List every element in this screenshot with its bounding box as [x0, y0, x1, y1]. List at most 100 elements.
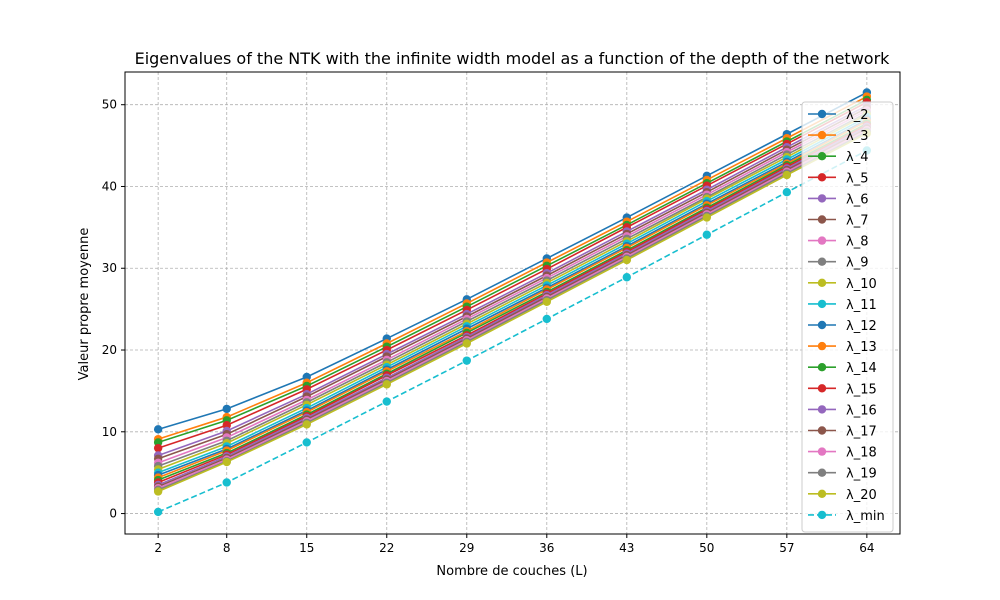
x-tick-label: 15: [299, 541, 314, 555]
legend-label: λ_17: [846, 425, 877, 440]
legend-marker: [817, 320, 827, 330]
legend-marker: [817, 257, 827, 266]
data-point: [153, 443, 163, 453]
data-point: [782, 170, 792, 180]
legend-label: λ_12: [846, 319, 877, 334]
data-point: [622, 273, 632, 282]
legend-marker: [817, 130, 827, 140]
chart-title: Eigenvalues of the NTK with the infinite…: [135, 49, 891, 68]
series-line: [157, 120, 868, 479]
plot-frame: [124, 71, 901, 535]
legend-marker: [817, 510, 827, 520]
x-tick-label: 2: [154, 541, 162, 555]
data-point: [702, 230, 712, 239]
series-line: [157, 99, 868, 444]
legend-label: λ_3: [846, 129, 868, 144]
y-tick-label: 30: [102, 261, 117, 275]
series-line: [157, 91, 868, 431]
legend-marker: [817, 215, 827, 224]
legend-marker: [817, 341, 827, 351]
series-line: [157, 130, 868, 491]
series-line: [157, 95, 868, 440]
legend-label: λ_19: [846, 467, 877, 482]
data-point: [462, 356, 471, 365]
series-line: [157, 113, 868, 471]
x-tick-label: 8: [223, 541, 231, 555]
legend-label: λ_14: [846, 361, 877, 376]
series-line: [157, 149, 868, 513]
legend-label: λ_10: [846, 277, 877, 292]
y-axis: 0 10 20 30 40 50: [102, 98, 125, 521]
series-line: [157, 124, 868, 484]
legend-box: [801, 101, 894, 533]
data-point: [782, 188, 792, 197]
x-tick-label: 64: [859, 541, 874, 555]
legend-marker: [817, 152, 827, 161]
legend-marker: [817, 405, 827, 414]
data-point: [382, 397, 391, 406]
x-axis-label: Nombre de couches (L): [436, 564, 587, 579]
legend-marker: [817, 173, 827, 182]
data-point: [542, 314, 551, 324]
legend-label: λ_8: [846, 235, 868, 250]
y-tick-label: 10: [102, 425, 117, 439]
series-line: [157, 132, 868, 493]
legend-label: λ_6: [846, 192, 868, 207]
legend-marker: [817, 384, 827, 393]
legend-label: λ_7: [846, 214, 868, 229]
data-point: [222, 457, 231, 467]
series-line: [157, 104, 868, 457]
legend-marker: [817, 278, 827, 287]
data-point: [153, 487, 163, 496]
legend-label: λ_18: [846, 446, 877, 461]
data-point: [462, 339, 471, 348]
legend-label: λ_min: [846, 509, 885, 524]
data-point: [222, 404, 231, 414]
legend: λ_2 λ_3 λ_4 λ_5 λ_6 λ_7 λ_8 λ_9 λ_10 λ_11 λ_12 λ_13…: [801, 101, 894, 533]
series-line: [157, 107, 868, 460]
legend-label: λ_15: [846, 382, 877, 397]
x-tick-label: 43: [619, 541, 634, 555]
legend-label: λ_20: [846, 488, 877, 503]
legend-marker: [817, 236, 827, 245]
x-tick-label: 57: [779, 541, 794, 555]
legend-label: λ_5: [846, 171, 868, 186]
legend-marker: [817, 299, 827, 309]
y-tick-label: 40: [102, 179, 117, 193]
legend-marker: [817, 447, 827, 456]
legend-label: λ_13: [846, 340, 877, 355]
data-point: [302, 420, 311, 429]
legend-marker: [817, 109, 827, 119]
series-line: [157, 118, 868, 476]
y-tick-label: 50: [102, 98, 117, 112]
x-tick-label: 22: [379, 541, 394, 555]
y-axis-label: Valeur propre moyenne: [77, 228, 92, 381]
data-point: [302, 438, 311, 447]
x-tick-label: 36: [539, 541, 554, 555]
data-point: [382, 380, 391, 389]
series-line: [157, 116, 868, 474]
x-axis: 2 8 15 22 29 36 43 50 57 64: [154, 534, 874, 555]
x-tick-label: 50: [699, 541, 714, 555]
legend-label: λ_2: [846, 108, 868, 123]
legend-marker: [817, 489, 827, 498]
legend-label: λ_16: [846, 403, 877, 418]
x-tick-label: 29: [459, 541, 474, 555]
series-line: [157, 112, 868, 467]
series-line: [157, 109, 868, 464]
series-layer: [153, 88, 872, 517]
legend-marker: [817, 426, 827, 435]
legend-label: λ_9: [846, 256, 868, 271]
y-tick-label: 20: [102, 343, 117, 357]
legend-marker: [817, 468, 827, 477]
series-line: [157, 129, 868, 489]
data-point: [542, 297, 551, 306]
data-point: [622, 255, 632, 265]
series-line: [157, 101, 868, 449]
y-tick-label: 0: [109, 507, 117, 521]
data-point: [702, 213, 712, 222]
legend-marker: [817, 363, 827, 372]
legend-marker: [817, 194, 827, 203]
series-line: [157, 122, 868, 481]
